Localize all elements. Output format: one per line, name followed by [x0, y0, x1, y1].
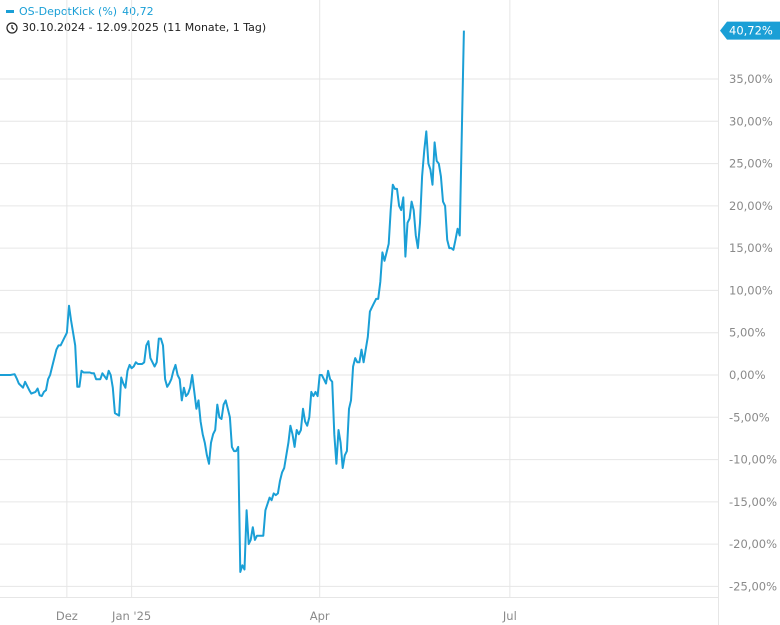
legend-swatch	[6, 10, 14, 13]
legend-series-name[interactable]: OS-DepotKick (%)	[19, 5, 118, 18]
y-tick-label: 20,00%	[729, 199, 773, 213]
series-line	[0, 30, 465, 573]
x-tick-label: Apr	[310, 609, 330, 623]
last-value-marker: 40,72%	[720, 21, 780, 40]
y-tick-label: 35,00%	[729, 72, 773, 86]
series-layer	[0, 30, 465, 573]
date-range-span: (11 Monate, 1 Tag)	[162, 21, 267, 34]
y-tick-label: 25,00%	[729, 157, 773, 171]
x-tick-label: Dez	[56, 609, 78, 623]
legend[interactable]: OS-DepotKick (%) 40,72	[6, 5, 154, 18]
x-axis: Dez Jan '25 Apr Jul	[56, 609, 517, 623]
y-tick-label: -5,00%	[729, 410, 770, 424]
x-tick-label: Jan '25	[111, 609, 151, 623]
legend-last-value: 40,72	[122, 5, 154, 18]
y-tick-label: -15,00%	[729, 495, 777, 509]
last-value-label: 40,72%	[729, 24, 773, 38]
y-tick-label: 30,00%	[729, 114, 773, 128]
y-tick-label: 5,00%	[729, 326, 766, 340]
y-tick-label: -25,00%	[729, 579, 777, 593]
y-tick-label: -10,00%	[729, 453, 777, 467]
clock-icon	[6, 21, 18, 34]
x-tick-label: Jul	[502, 609, 517, 623]
y-tick-label: -20,00%	[729, 537, 777, 551]
y-tick-label: 15,00%	[729, 241, 773, 255]
y-tick-label: 0,00%	[729, 368, 766, 382]
y-tick-label: 10,00%	[729, 283, 773, 297]
last-value-badge	[720, 21, 780, 40]
grid	[0, 0, 719, 625]
y-axis: 35,00% 30,00% 25,00% 20,00% 15,00% 10,00% 5,00…	[729, 72, 777, 593]
date-range-label: 30.10.2024 - 12.09.2025	[22, 21, 159, 34]
date-range[interactable]: 30.10.2024 - 12.09.2025 (11 Monate, 1 Ta…	[6, 21, 266, 34]
